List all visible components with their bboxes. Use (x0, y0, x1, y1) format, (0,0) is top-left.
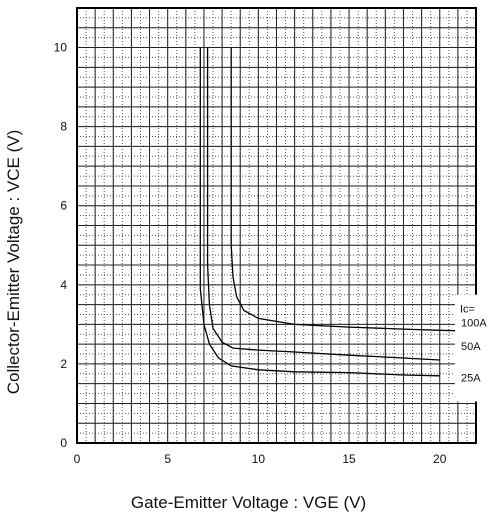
x-axis-title: Gate-Emitter Voltage : VGE (V) (130, 493, 367, 512)
x-tick-label: 0 (74, 452, 81, 466)
y-tick-label: 0 (60, 436, 67, 450)
series-line (206, 47, 440, 361)
y-axis-title: Collector-Emitter Voltage : VCE (V) (4, 129, 23, 395)
series-label: 100A (461, 317, 487, 329)
x-tick-label: 20 (433, 452, 447, 466)
x-tick-label: 10 (252, 452, 266, 466)
y-tick-label: 8 (60, 120, 67, 134)
plot-frame (76, 7, 477, 444)
y-tick-label: 6 (60, 199, 67, 213)
x-tick-label: 15 (342, 452, 356, 466)
y-tick-label: 10 (54, 41, 68, 55)
series-line (230, 47, 477, 332)
x-tick-label: 5 (164, 452, 171, 466)
legend-title: Ic= (460, 304, 475, 316)
series-label: 50A (461, 341, 481, 353)
y-tick-label: 2 (60, 357, 67, 371)
y-tick-label: 4 (60, 278, 67, 292)
series-line (199, 47, 440, 377)
series-label: 25A (461, 373, 481, 385)
annotation-box (455, 294, 493, 402)
